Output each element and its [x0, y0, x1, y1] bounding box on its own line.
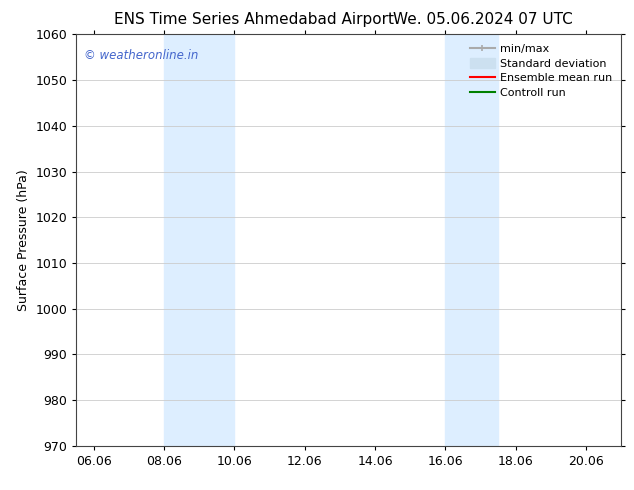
Y-axis label: Surface Pressure (hPa): Surface Pressure (hPa) [16, 169, 30, 311]
Bar [164, 34, 235, 446]
Text: © weatheronline.in: © weatheronline.in [84, 49, 198, 62]
Legend: min/max, Standard deviation, Ensemble mean run, Controll run: min/max, Standard deviation, Ensemble me… [467, 40, 616, 101]
Text: ENS Time Series Ahmedabad Airport: ENS Time Series Ahmedabad Airport [114, 12, 394, 27]
Text: We. 05.06.2024 07 UTC: We. 05.06.2024 07 UTC [393, 12, 573, 27]
Bar [446, 34, 498, 446]
